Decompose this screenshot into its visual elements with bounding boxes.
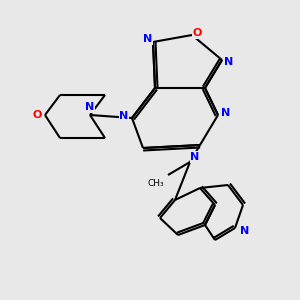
Text: N: N (190, 152, 200, 162)
Text: N: N (224, 57, 234, 67)
Text: N: N (221, 108, 231, 118)
Text: N: N (119, 111, 129, 121)
Text: N: N (240, 226, 250, 236)
Text: N: N (143, 34, 153, 44)
Text: CH₃: CH₃ (148, 178, 164, 188)
Text: O: O (32, 110, 42, 120)
Text: N: N (85, 102, 94, 112)
Text: O: O (192, 28, 202, 38)
